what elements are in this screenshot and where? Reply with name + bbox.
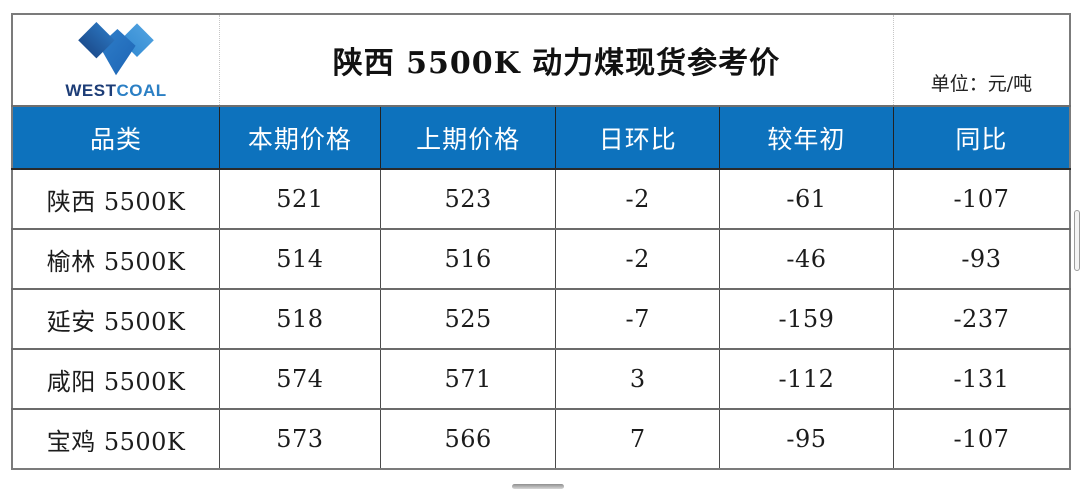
title-cell: 陕西 5500K 动力煤现货参考价 xyxy=(219,14,894,107)
cell-previous-price: 516 xyxy=(379,228,557,289)
cell-current-price: 574 xyxy=(219,348,381,409)
cell-daily-change: 3 xyxy=(555,348,721,409)
cell-ytd-change: -46 xyxy=(719,228,894,289)
cell-ytd-change: -112 xyxy=(719,348,894,409)
table-row: 宝鸡 5500K 573 566 7 -95 -107 xyxy=(11,408,1071,469)
vertical-scrollbar-thumb[interactable] xyxy=(1074,210,1080,271)
col-header-yoy-change: 同比 xyxy=(892,106,1071,170)
table-row: 延安 5500K 518 525 -7 -159 -237 xyxy=(11,288,1071,349)
cell-previous-price: 523 xyxy=(379,168,557,229)
logo-text-coal: COAL xyxy=(116,80,167,100)
col-header-category: 品类 xyxy=(11,106,221,170)
table-row: 咸阳 5500K 574 571 3 -112 -131 xyxy=(11,348,1071,409)
cell-daily-change: 7 xyxy=(555,408,721,469)
cell-previous-price: 525 xyxy=(379,288,557,349)
top-band: WESTCOAL 陕西 5500K 动力煤现货参考价 单位：元/吨 xyxy=(12,14,1070,107)
table-header-row: 品类 本期价格 上期价格 日环比 较年初 同比 xyxy=(11,106,1071,170)
cell-yoy-change: -237 xyxy=(892,288,1071,349)
table-title: 陕西 5500K 动力煤现货参考价 xyxy=(332,46,781,81)
col-header-ytd-change: 较年初 xyxy=(719,106,894,170)
logo-cell: WESTCOAL xyxy=(12,14,221,107)
cell-current-price: 514 xyxy=(219,228,381,289)
cell-category: 延安 5500K xyxy=(11,288,221,349)
cell-yoy-change: -107 xyxy=(892,408,1071,469)
westcoal-logo: WESTCOAL xyxy=(64,21,168,99)
table-row: 榆林 5500K 514 516 -2 -46 -93 xyxy=(11,228,1071,289)
cell-category: 陕西 5500K xyxy=(11,168,221,229)
cell-category: 宝鸡 5500K xyxy=(11,408,221,469)
cell-current-price: 521 xyxy=(219,168,381,229)
cell-yoy-change: -131 xyxy=(892,348,1071,409)
cell-category: 咸阳 5500K xyxy=(11,348,221,409)
cell-daily-change: -2 xyxy=(555,228,721,289)
cell-daily-change: -2 xyxy=(555,168,721,229)
cell-current-price: 573 xyxy=(219,408,381,469)
table-row: 陕西 5500K 521 523 -2 -61 -107 xyxy=(11,168,1071,229)
col-header-current-price: 本期价格 xyxy=(219,106,381,170)
cell-category: 榆林 5500K xyxy=(11,228,221,289)
cell-previous-price: 566 xyxy=(379,408,557,469)
col-header-daily-change: 日环比 xyxy=(555,106,721,170)
cell-previous-price: 571 xyxy=(379,348,557,409)
cell-yoy-change: -93 xyxy=(892,228,1071,289)
cell-ytd-change: -159 xyxy=(719,288,894,349)
unit-label: 单位：元/吨 xyxy=(892,14,1070,107)
cell-yoy-change: -107 xyxy=(892,168,1071,229)
col-header-previous-price: 上期价格 xyxy=(379,106,557,170)
cell-daily-change: -7 xyxy=(555,288,721,349)
westcoal-logo-text: WESTCOAL xyxy=(65,82,166,99)
cell-ytd-change: -61 xyxy=(719,168,894,229)
horizontal-scrollbar-thumb[interactable] xyxy=(512,484,564,489)
cell-current-price: 518 xyxy=(219,288,381,349)
price-table: WESTCOAL 陕西 5500K 动力煤现货参考价 单位：元/吨 品类 本期价… xyxy=(11,13,1071,470)
logo-text-west: WEST xyxy=(65,80,117,100)
westcoal-logo-icon xyxy=(78,21,154,75)
cell-ytd-change: -95 xyxy=(719,408,894,469)
